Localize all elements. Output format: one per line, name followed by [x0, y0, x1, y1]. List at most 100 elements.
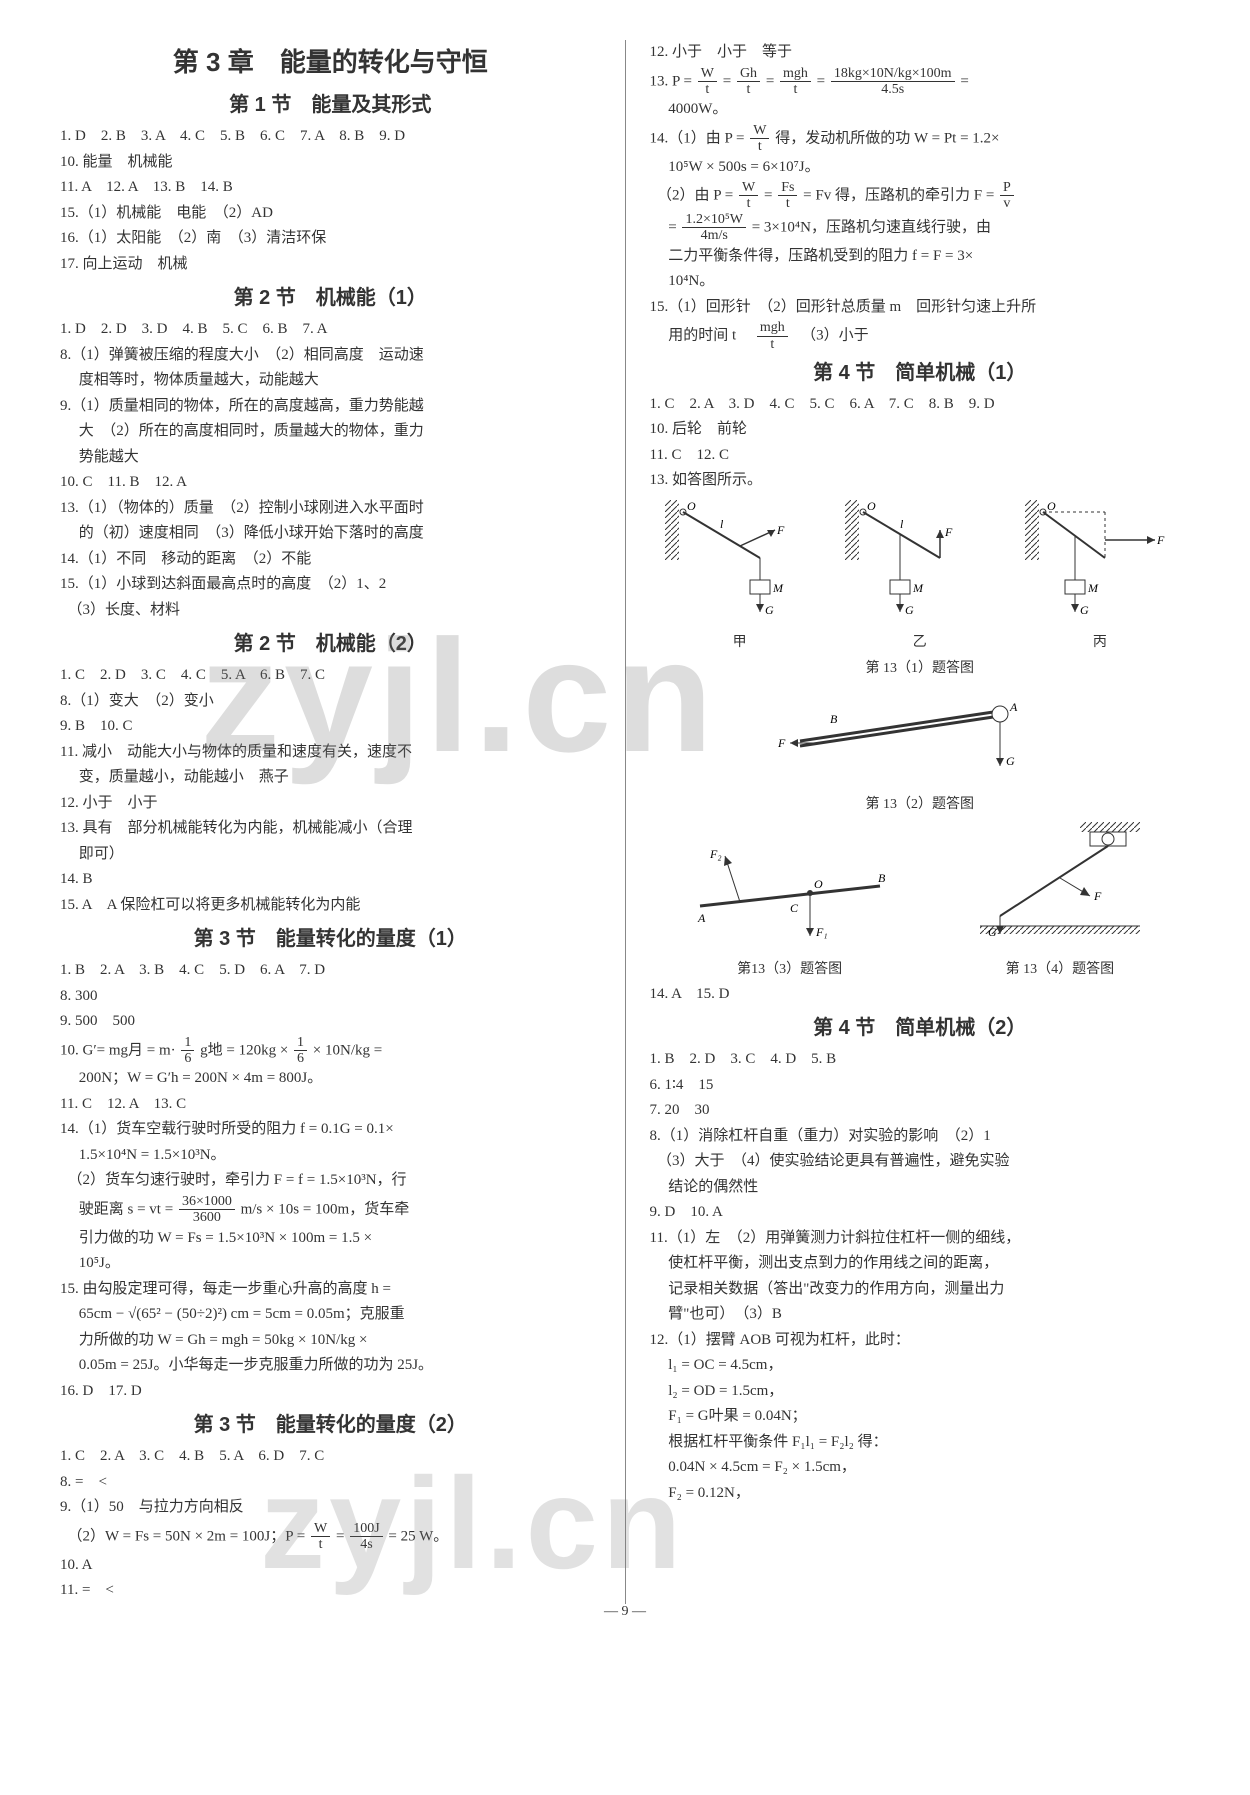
section-2a-title: 第 2 节 机械能（1） — [60, 281, 601, 315]
svg-text:B: B — [878, 871, 886, 885]
answer-line: 10⁵J。 — [60, 1251, 601, 1277]
answer-line: 10. G′= mg月 = m· 16 g地 = 120kg × 16 × 10… — [60, 1035, 601, 1067]
fraction: Wt — [311, 1521, 330, 1553]
answer-line: （3）长度、材料 — [60, 598, 601, 624]
diagram-13-3: A B O C F₂ F₁ 第13（3）题答图 — [680, 836, 900, 981]
figure-caption: 第 13（2）题答图 — [650, 793, 1191, 817]
page-number: — 9 — — [604, 1600, 646, 1624]
svg-text:B: B — [830, 712, 838, 726]
svg-text:F: F — [1156, 533, 1165, 547]
diagram-lever-jia: O l F M G 甲 — [665, 500, 815, 655]
answer-line: 200N；W = G′h = 200N × 4m = 800J。 — [60, 1066, 601, 1092]
answer-line: 1. C 2. A 3. D 4. C 5. C 6. A 7. C 8. B … — [650, 392, 1191, 418]
answer-line: （2）由 P = Wt = Fst = Fv 得，压路机的牵引力 F = Pv — [650, 180, 1191, 212]
answer-line: 12. 小于 小于 等于 — [650, 40, 1191, 66]
svg-text:F₁: F₁ — [815, 925, 828, 939]
svg-text:C: C — [790, 901, 799, 915]
answer-line: 9. B 10. C — [60, 714, 601, 740]
answer-line: 8.（1）变大 （2）变小 — [60, 689, 601, 715]
diagram-row-13-1: O l F M G 甲 — [650, 500, 1191, 655]
text: = 25 W。 — [388, 1528, 448, 1544]
answer-line: 二力平衡条件得，压路机受到的阻力 f = F = 3× — [650, 244, 1191, 270]
answer-line: 15.（1）回形针 （2）回形针总质量 m 回形针匀速上升所 — [650, 295, 1191, 321]
answer-line: 14. A 15. D — [650, 982, 1191, 1008]
answer-line: 14.（1）不同 移动的距离 （2）不能 — [60, 547, 601, 573]
fraction: mght — [757, 320, 788, 352]
fraction: 1.2×10⁵W4m/s — [682, 212, 746, 244]
answer-line: 7. 20 30 — [650, 1098, 1191, 1124]
answer-line: 9.（1）质量相同的物体，所在的高度越高，重力势能越 — [60, 394, 601, 420]
diagram-lever-yi: O l F M G 乙 — [845, 500, 995, 655]
section-4b-title: 第 4 节 简单机械（2） — [650, 1011, 1191, 1045]
fraction: Wt — [739, 180, 758, 212]
answer-line: 15. A A 保险杠可以将更多机械能转化为内能 — [60, 893, 601, 919]
svg-text:F₂: F₂ — [709, 847, 722, 861]
diagram-13-2: A B F G 第 13（2）题答图 — [650, 681, 1191, 816]
svg-text:F: F — [777, 736, 786, 750]
svg-text:G: G — [1080, 603, 1089, 617]
answer-line: 1. B 2. D 3. C 4. D 5. B — [650, 1047, 1191, 1073]
answer-line: 0.05m = 25J。小华每走一步克服重力所做的功为 25J。 — [60, 1353, 601, 1379]
text: = 3×10⁴N，压路机匀速直线行驶，由 — [752, 219, 991, 235]
figure-caption: 第 13（1）题答图 — [650, 657, 1191, 681]
text: （3）小于 — [794, 327, 869, 343]
fraction: 16 — [181, 1035, 194, 1067]
text: = — [766, 73, 778, 89]
text: = — [336, 1528, 348, 1544]
answer-line: 11. A 12. A 13. B 14. B — [60, 175, 601, 201]
answer-line: l₁ = OC = 4.5cm， — [650, 1353, 1191, 1379]
svg-text:l: l — [720, 517, 724, 531]
answer-line: 8. = < — [60, 1470, 601, 1496]
fraction: Wt — [698, 66, 717, 98]
fraction: 18kg×10N/kg×100m4.5s — [831, 66, 955, 98]
answer-line: 1. B 2. A 3. B 4. C 5. D 6. A 7. D — [60, 958, 601, 984]
svg-text:G: G — [765, 603, 774, 617]
svg-text:M: M — [772, 581, 784, 595]
answer-line: 0.04N × 4.5cm = F₂ × 1.5cm， — [650, 1455, 1191, 1481]
answer-line: 8.（1）弹簧被压缩的程度大小 （2）相同高度 运动速 — [60, 343, 601, 369]
diagram-caption: 甲 — [665, 631, 815, 655]
column-divider — [625, 40, 626, 1604]
answer-line: 8. 300 — [60, 984, 601, 1010]
chapter-title: 第 3 章 能量的转化与守恒 — [60, 40, 601, 84]
answer-line: 臂"也可） （3）B — [650, 1302, 1191, 1328]
answer-line: 大 （2）所在的高度相同时，质量越大的物体，重力 — [60, 419, 601, 445]
answer-line: 度相等时，物体质量越大，动能越大 — [60, 368, 601, 394]
answer-line: 9.（1）50 与拉力方向相反 — [60, 1495, 601, 1521]
right-column: 12. 小于 小于 等于 13. P = Wt = Ght = mght = 1… — [650, 40, 1191, 1604]
answer-line: 4000W。 — [650, 97, 1191, 123]
section-3b-title: 第 3 节 能量转化的量度（2） — [60, 1408, 601, 1442]
answer-line: 9. D 10. A — [650, 1200, 1191, 1226]
fraction: 36×10003600 — [179, 1194, 235, 1226]
answer-line: 1. C 2. D 3. C 4. C 5. A 6. B 7. C — [60, 663, 601, 689]
answer-line: 15.（1）机械能 电能 （2）AD — [60, 201, 601, 227]
answer-line: = 1.2×10⁵W4m/s = 3×10⁴N，压路机匀速直线行驶，由 — [650, 212, 1191, 244]
fraction: 100J4s — [350, 1521, 382, 1553]
answer-line: F₂ = 0.12N， — [650, 1481, 1191, 1507]
answer-line: 14.（1）由 P = Wt 得，发动机所做的功 W = Pt = 1.2× — [650, 123, 1191, 155]
text: （2）由 P = — [650, 187, 738, 203]
answer-line: 12.（1）摆臂 AOB 可视为杠杆，此时： — [650, 1328, 1191, 1354]
answer-line: 13. P = Wt = Ght = mght = 18kg×10N/kg×10… — [650, 66, 1191, 98]
section-1-title: 第 1 节 能量及其形式 — [60, 88, 601, 122]
svg-text:O: O — [687, 500, 696, 513]
figure-caption: 第 13（4）题答图 — [960, 958, 1160, 982]
answer-line: 使杠杆平衡，测出支点到力的作用线之间的距离， — [650, 1251, 1191, 1277]
answer-line: 力所做的功 W = Gh = mgh = 50kg × 10N/kg × — [60, 1328, 601, 1354]
text: （2）W = Fs = 50N × 2m = 100J；P = — [60, 1528, 309, 1544]
answer-line: 15. 由勾股定理可得，每走一步重心升高的高度 h = — [60, 1277, 601, 1303]
answer-line: 9. 500 500 — [60, 1009, 601, 1035]
section-4a-title: 第 4 节 简单机械（1） — [650, 356, 1191, 390]
text: = — [960, 73, 968, 89]
answer-line: 17. 向上运动 机械 — [60, 252, 601, 278]
svg-text:l: l — [900, 517, 904, 531]
svg-text:F: F — [944, 525, 953, 539]
answer-line: l₂ = OD = 1.5cm， — [650, 1379, 1191, 1405]
fraction: 16 — [294, 1035, 307, 1067]
answer-line: 即可） — [60, 842, 601, 868]
answer-line: 16.（1）太阳能 （2）南 （3）清洁环保 — [60, 226, 601, 252]
svg-text:G: G — [905, 603, 914, 617]
answer-line: 10⁴N。 — [650, 269, 1191, 295]
answer-line: 12. 小于 小于 — [60, 791, 601, 817]
svg-text:M: M — [1087, 581, 1099, 595]
